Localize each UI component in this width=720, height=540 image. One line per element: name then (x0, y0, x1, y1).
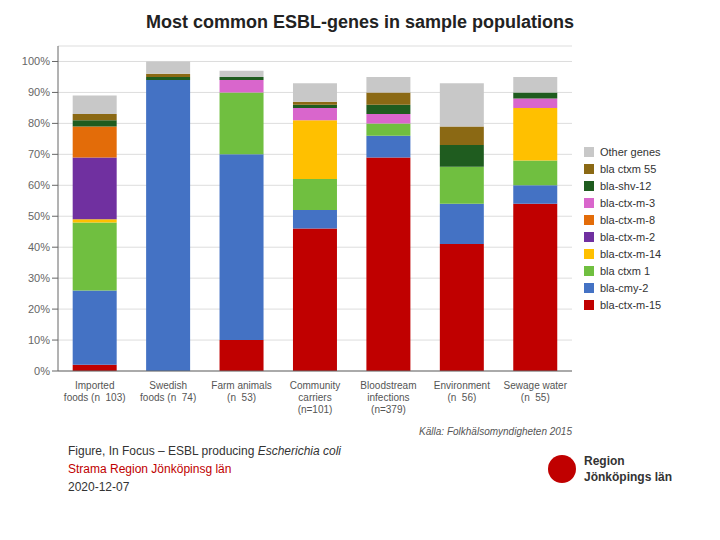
svg-text:0%: 0% (34, 365, 50, 377)
html-text:Jönköpings län: Jönköpings län (584, 470, 672, 484)
html-text:bla-cmy-2: bla-cmy-2 (600, 282, 649, 294)
svg-text:Farm animals(n 53): Farm animals(n 53) (211, 380, 272, 403)
svg-text:Importedfoods (n 103): Importedfoods (n 103) (64, 380, 126, 403)
svg-text:80%: 80% (28, 117, 50, 129)
html-text:bla-ctx-m-14: bla-ctx-m-14 (600, 248, 662, 260)
svg-text:60%: 60% (28, 179, 50, 191)
html-text:bla-ctx-m-3: bla-ctx-m-3 (600, 197, 655, 209)
html-text:2020-12-07: 2020-12-07 (68, 480, 130, 494)
svg-text:50%: 50% (28, 210, 50, 222)
html-text:Region: Region (584, 454, 625, 468)
svg-text:100%: 100% (22, 55, 50, 67)
html-text:Källa: Folkhälsomyndigheten 20: Källa: Folkhälsomyndigheten 2015 (419, 426, 572, 437)
html-text:bla-shv-12: bla-shv-12 (600, 180, 652, 192)
svg-text:30%: 30% (28, 272, 50, 284)
html-text:bla-ctx-m-2: bla-ctx-m-2 (600, 231, 655, 243)
svg-text:Communitycarriers(n=101): Communitycarriers(n=101) (290, 380, 341, 415)
svg-text:Swedishfoods (n 74): Swedishfoods (n 74) (140, 380, 196, 403)
html-text:Figure, In Focus – ESBL produc: Figure, In Focus – ESBL producing Escher… (68, 444, 341, 458)
html-text:Strama Region Jönköpinsg län: Strama Region Jönköpinsg län (68, 462, 232, 476)
html-text:bla ctxm 1: bla ctxm 1 (600, 265, 651, 277)
svg-text:Sewage water(n 55): Sewage water(n 55) (504, 380, 568, 403)
html-text:bla ctxm 55: bla ctxm 55 (600, 163, 657, 175)
html-text:Other genes: Other genes (600, 146, 661, 158)
html-text:bla-ctx-m-8: bla-ctx-m-8 (600, 214, 655, 226)
svg-text:Bloodstreaminfections(n=379): Bloodstreaminfections(n=379) (360, 380, 416, 415)
html-text:bla-ctx-m-15: bla-ctx-m-15 (600, 299, 662, 311)
svg-text:70%: 70% (28, 148, 50, 160)
svg-text:40%: 40% (28, 241, 50, 253)
svg-text:Environment(n 56): Environment(n 56) (434, 380, 490, 403)
html-text:Most common ESBL-genes in samp: Most common ESBL-genes in sample populat… (146, 12, 574, 32)
svg-text:10%: 10% (28, 334, 50, 346)
svg-text:90%: 90% (28, 86, 50, 98)
svg-text:20%: 20% (28, 303, 50, 315)
